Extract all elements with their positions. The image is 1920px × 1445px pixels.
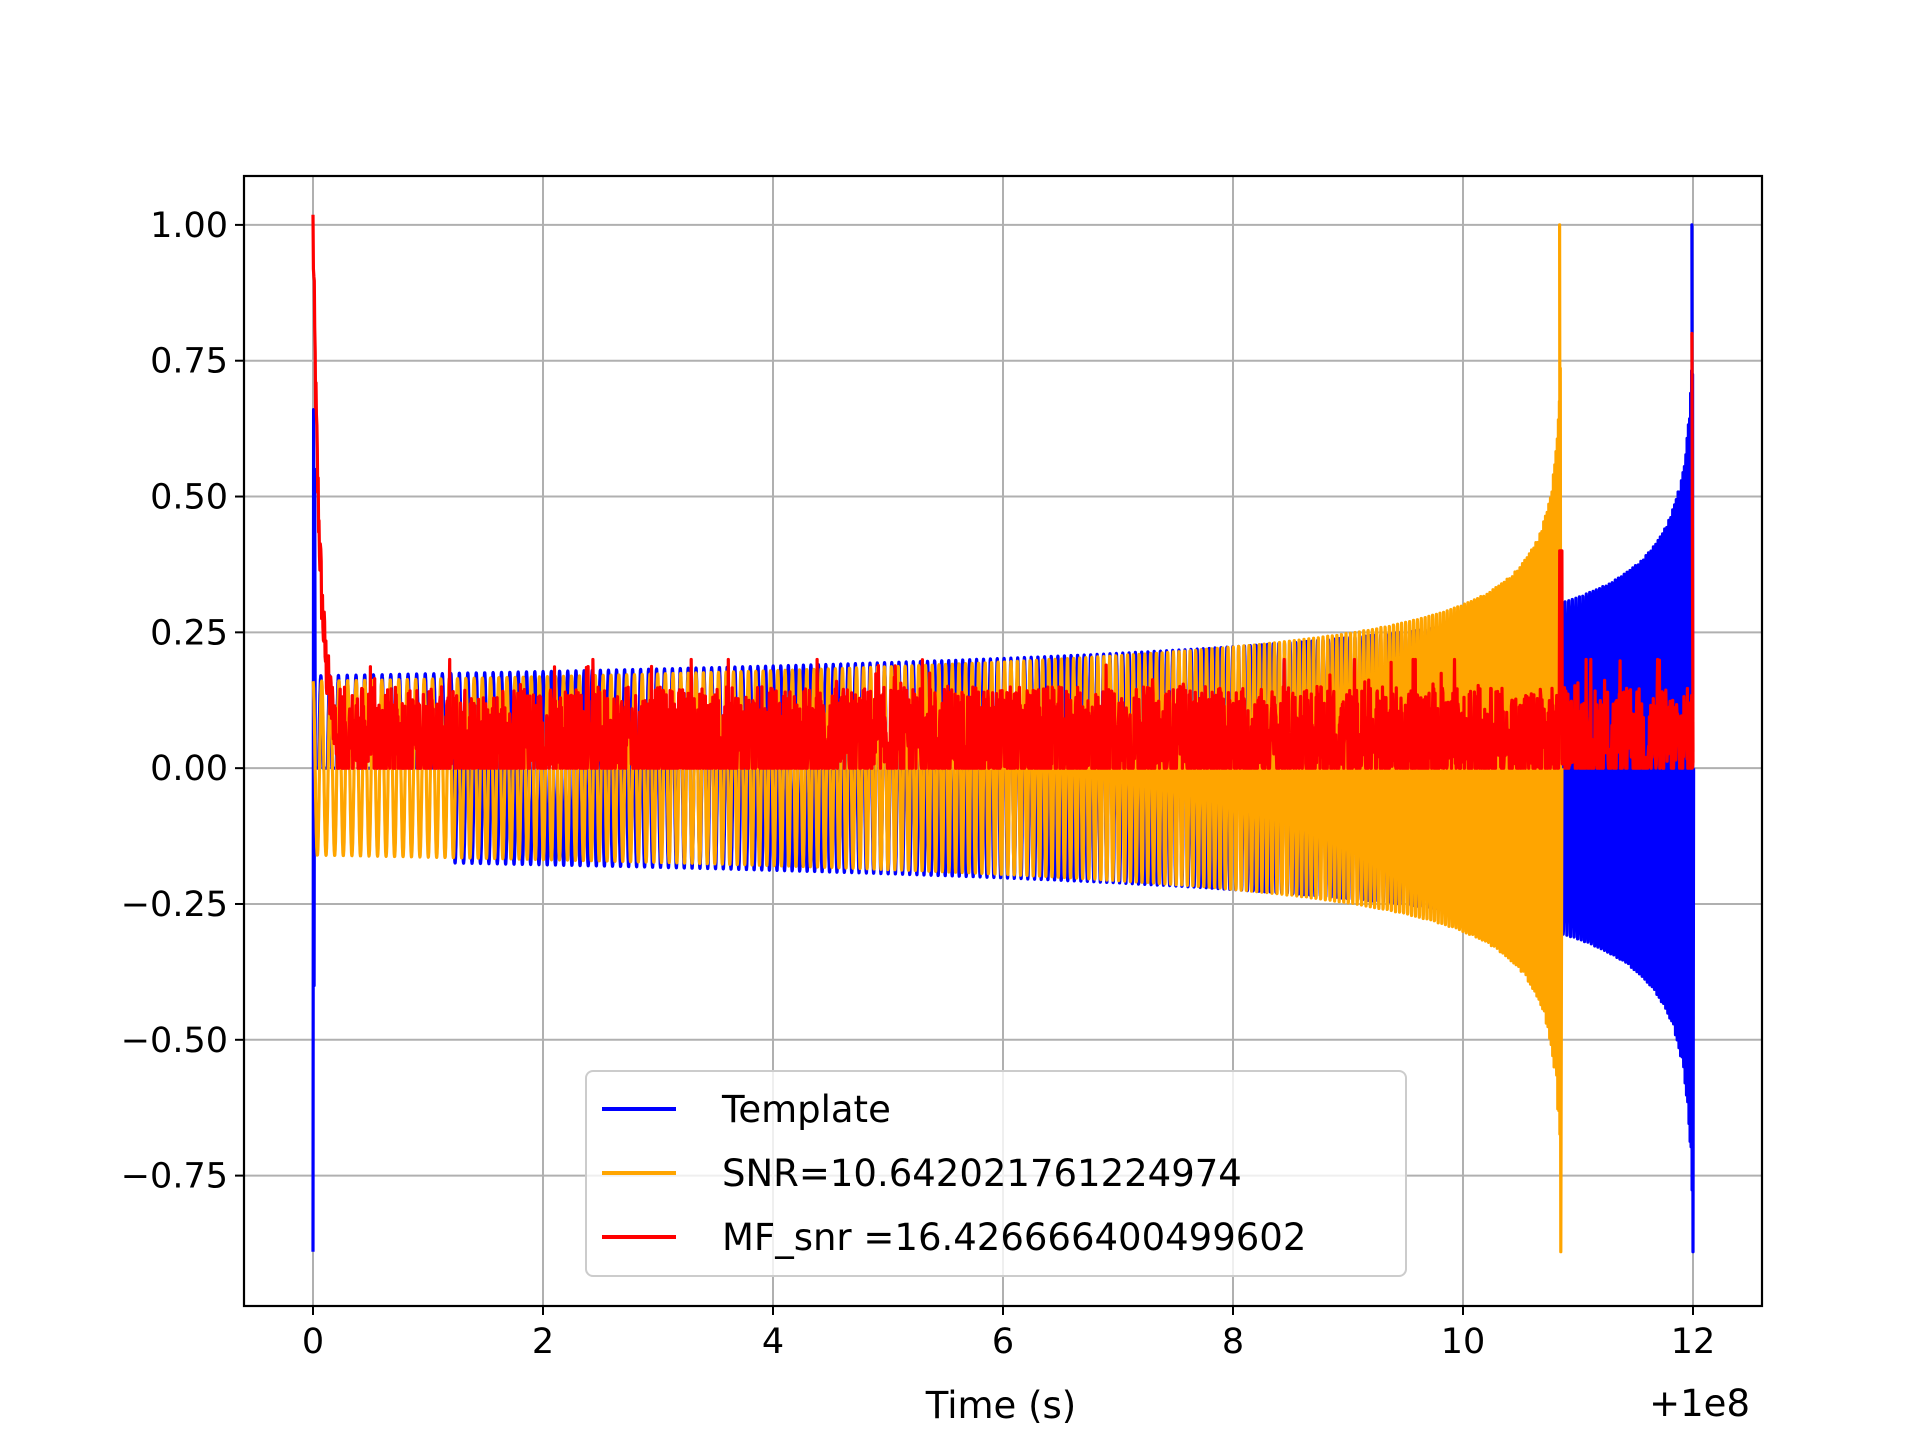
- series-line-snr: [311, 223, 1564, 1254]
- ticks-layer: 0 2 4 6 8 10 12 −0.75 −0.50 −0.25 0.00 0.25 0.50 0.75…: [121, 206, 1716, 1362]
- x-tick-label-3: 6: [992, 1322, 1014, 1362]
- x-tick-label-2: 4: [762, 1322, 784, 1362]
- legend-label-2: MF_snr =16.426666400499602: [722, 1216, 1306, 1259]
- legend-box: [585, 1070, 1407, 1277]
- y-tick-label-0: −0.75: [121, 1157, 228, 1197]
- y-tick-label-1: −0.50: [121, 1021, 228, 1061]
- series-layer: [311, 214, 1696, 1254]
- y-tick-label-3: 0.00: [150, 749, 228, 789]
- legend-label-0: Template: [721, 1088, 891, 1131]
- x-tick-label-4: 8: [1222, 1322, 1244, 1362]
- x-tick-label-5: 10: [1441, 1322, 1486, 1362]
- y-tick-label-2: −0.25: [121, 885, 228, 925]
- x-offset-label: +1e8: [1649, 1382, 1750, 1425]
- y-tick-label-5: 0.50: [150, 478, 228, 518]
- x-tick-label-1: 2: [532, 1322, 554, 1362]
- legend-label-1: SNR=10.642021761224974: [722, 1152, 1242, 1195]
- y-tick-label-4: 0.25: [150, 613, 228, 653]
- legend-entries: Template SNR=10.642021761224974 MF_snr =16…: [602, 1088, 1306, 1259]
- legend: Template SNR=10.642021761224974 MF_snr =16…: [585, 1070, 1407, 1277]
- series-line-mf-snr: [311, 214, 1695, 770]
- y-tick-label-6: 0.75: [150, 342, 228, 382]
- x-axis-label: Time (s): [925, 1384, 1076, 1427]
- x-tick-label-0: 0: [302, 1322, 324, 1362]
- x-tick-label-6: 12: [1671, 1322, 1716, 1362]
- y-tick-label-7: 1.00: [150, 206, 228, 246]
